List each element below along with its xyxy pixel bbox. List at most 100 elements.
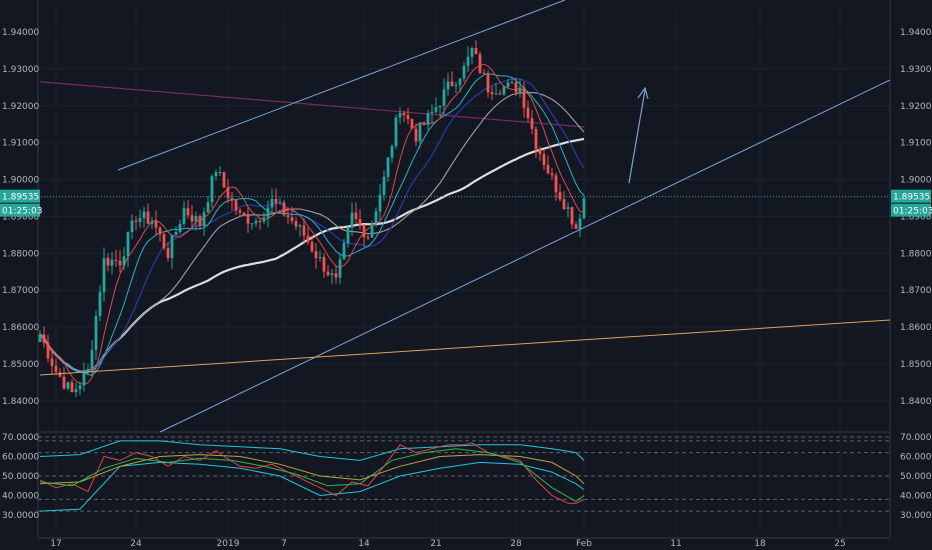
candle-body-56 xyxy=(262,217,266,222)
candle-body-30 xyxy=(158,227,162,235)
candle-body-129 xyxy=(554,175,558,193)
right-price-tick-9: 1.93000 xyxy=(900,65,932,75)
left-price-tick-8: 1.92000 xyxy=(2,102,39,112)
candle-body-34 xyxy=(174,231,178,236)
candle-body-115 xyxy=(498,93,502,95)
candle-body-86 xyxy=(382,176,386,195)
candle-body-96 xyxy=(422,122,426,125)
left-price-tick-4: 1.88000 xyxy=(2,249,39,259)
ma-gray-line xyxy=(39,92,585,373)
right-osc-tick-2: 50.0000 xyxy=(900,472,932,482)
candle-body-66 xyxy=(302,225,306,236)
candle-body-73 xyxy=(330,273,334,276)
right-price-tick-8: 1.92000 xyxy=(900,102,932,112)
left-price-tick-10: 1.94000 xyxy=(2,28,39,38)
channel-lower-line xyxy=(159,79,891,433)
osc-series-1 xyxy=(39,461,585,512)
candle-body-79 xyxy=(354,212,358,219)
candle-body-117 xyxy=(506,82,510,87)
candle-body-121 xyxy=(522,87,526,108)
candle-body-15 xyxy=(98,292,102,316)
right-last-price-badge xyxy=(891,189,931,203)
left-osc-tick-0: 30.0000 xyxy=(2,511,39,521)
candle-body-2 xyxy=(46,342,50,359)
right-osc-tick-3: 60.0000 xyxy=(900,453,932,463)
candle-body-16 xyxy=(102,258,106,293)
candle-body-71 xyxy=(322,257,326,272)
left-osc-tick-1: 40.0000 xyxy=(2,492,39,502)
candle-body-101 xyxy=(442,89,446,106)
candle-body-12 xyxy=(86,368,90,373)
candle-body-127 xyxy=(546,165,550,174)
osc-series-0 xyxy=(39,440,585,461)
left-price-tick-3: 1.87000 xyxy=(2,286,39,296)
left-last-price-text: 1.89535 xyxy=(2,193,39,203)
candle-body-46 xyxy=(222,172,226,188)
candle-body-28 xyxy=(150,221,154,224)
candle-body-108 xyxy=(470,48,474,57)
left-price-tick-6: 1.90000 xyxy=(2,176,39,186)
candle-body-25 xyxy=(138,218,142,222)
right-price-tick-4: 1.88000 xyxy=(900,249,932,259)
right-price-tick-6: 1.90000 xyxy=(900,176,932,186)
right-price-tick-5: 1.89000 xyxy=(900,212,932,222)
candle-body-17 xyxy=(106,258,110,266)
left-countdown-badge xyxy=(0,203,40,217)
candle-body-99 xyxy=(434,107,438,112)
left-price-tick-0: 1.84000 xyxy=(2,397,39,407)
candle-body-59 xyxy=(274,198,278,204)
right-last-price-text: 1.89535 xyxy=(893,193,930,203)
candle-body-87 xyxy=(386,157,390,177)
candle-body-103 xyxy=(450,81,454,87)
right-osc-tick-1: 40.0000 xyxy=(900,492,932,502)
candle-body-3 xyxy=(50,358,54,366)
candle-body-92 xyxy=(406,115,410,120)
candle-body-49 xyxy=(234,200,238,211)
candle-body-119 xyxy=(514,82,518,93)
projection-arrow-head xyxy=(637,86,649,100)
candle-body-114 xyxy=(494,93,498,95)
candle-body-40 xyxy=(198,216,202,226)
left-price-tick-5: 1.89000 xyxy=(2,212,39,222)
candle-body-37 xyxy=(186,208,190,216)
candle-body-47 xyxy=(226,187,230,199)
time-tick-9: 18 xyxy=(754,539,766,549)
candle-body-113 xyxy=(490,92,494,95)
candle-body-97 xyxy=(426,113,430,125)
candle-body-125 xyxy=(538,149,542,154)
candle-body-58 xyxy=(270,198,274,208)
candle-body-83 xyxy=(370,223,374,238)
time-tick-2: 2019 xyxy=(217,539,240,549)
candle-body-82 xyxy=(366,237,370,239)
candle-body-0 xyxy=(38,334,42,342)
candle-body-65 xyxy=(298,225,302,227)
candle-body-89 xyxy=(394,117,398,147)
candle-body-122 xyxy=(526,107,530,119)
candle-body-51 xyxy=(242,212,246,216)
time-tick-10: 25 xyxy=(834,539,845,549)
candle-body-111 xyxy=(482,72,486,74)
candle-body-9 xyxy=(74,389,78,393)
candle-body-81 xyxy=(362,224,366,238)
right-price-tick-2: 1.86000 xyxy=(900,323,932,333)
candle-body-133 xyxy=(570,207,574,225)
candle-body-110 xyxy=(478,54,482,73)
candle-body-4 xyxy=(54,365,58,373)
candle-body-118 xyxy=(510,82,514,84)
right-price-tick-0: 1.84000 xyxy=(900,397,932,407)
left-price-tick-9: 1.93000 xyxy=(2,65,39,75)
candle-body-55 xyxy=(258,220,262,222)
candle-body-33 xyxy=(170,235,174,259)
right-price-tick-3: 1.87000 xyxy=(900,286,932,296)
osc-series-4 xyxy=(39,448,585,502)
right-countdown-badge xyxy=(891,203,931,217)
left-osc-tick-2: 50.0000 xyxy=(2,472,39,482)
osc-series-3 xyxy=(39,442,585,504)
ma-cyan-line xyxy=(39,73,585,376)
candle-body-107 xyxy=(466,56,470,66)
left-osc-tick-3: 60.0000 xyxy=(2,453,39,463)
candle-body-31 xyxy=(162,234,166,249)
candle-body-24 xyxy=(134,220,138,222)
